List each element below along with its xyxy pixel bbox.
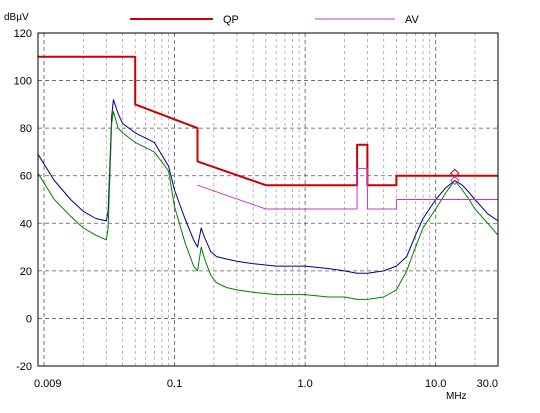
x-tick-label: 30.0 — [477, 378, 498, 390]
measurement-trace-green — [37, 111, 499, 300]
legend-label-av: AV — [405, 14, 420, 26]
legend-label-qp: QP — [223, 14, 239, 26]
marker-layer — [450, 168, 460, 186]
limit-line-av — [197, 168, 498, 210]
x-tick-label: 0.1 — [167, 378, 182, 390]
y-tick-label: 120 — [14, 28, 32, 40]
y-tick-label: 80 — [20, 123, 32, 135]
y-axis-unit-label: dBµV — [4, 12, 29, 23]
limit-line-qp — [38, 55, 498, 187]
y-tick-label: 60 — [20, 171, 32, 183]
y-tick-label: 0 — [26, 313, 32, 325]
y-tick-label: 20 — [20, 266, 32, 278]
peak-marker — [450, 168, 460, 179]
x-tick-labels: 0.009 0.1 1.0 10.0 30.0 — [34, 378, 498, 390]
peak-marker — [450, 175, 460, 186]
y-tick-label: -20 — [16, 361, 32, 373]
series-layer — [37, 55, 499, 300]
y-tick-label: 40 — [20, 218, 32, 230]
x-axis-unit-label: MHz — [446, 391, 467, 402]
minor-gridlines — [82, 33, 476, 366]
x-tick-label: 1.0 — [297, 378, 312, 390]
legend: QP AV — [130, 14, 420, 26]
measurement-trace-blue — [37, 99, 499, 274]
plot-frame — [37, 32, 499, 367]
y-tick-label: 100 — [14, 76, 32, 88]
x-tick-label: 0.009 — [34, 378, 62, 390]
y-tick-labels: -20 0 20 40 60 80 100 120 — [14, 28, 32, 373]
x-tick-label: 10.0 — [425, 378, 446, 390]
